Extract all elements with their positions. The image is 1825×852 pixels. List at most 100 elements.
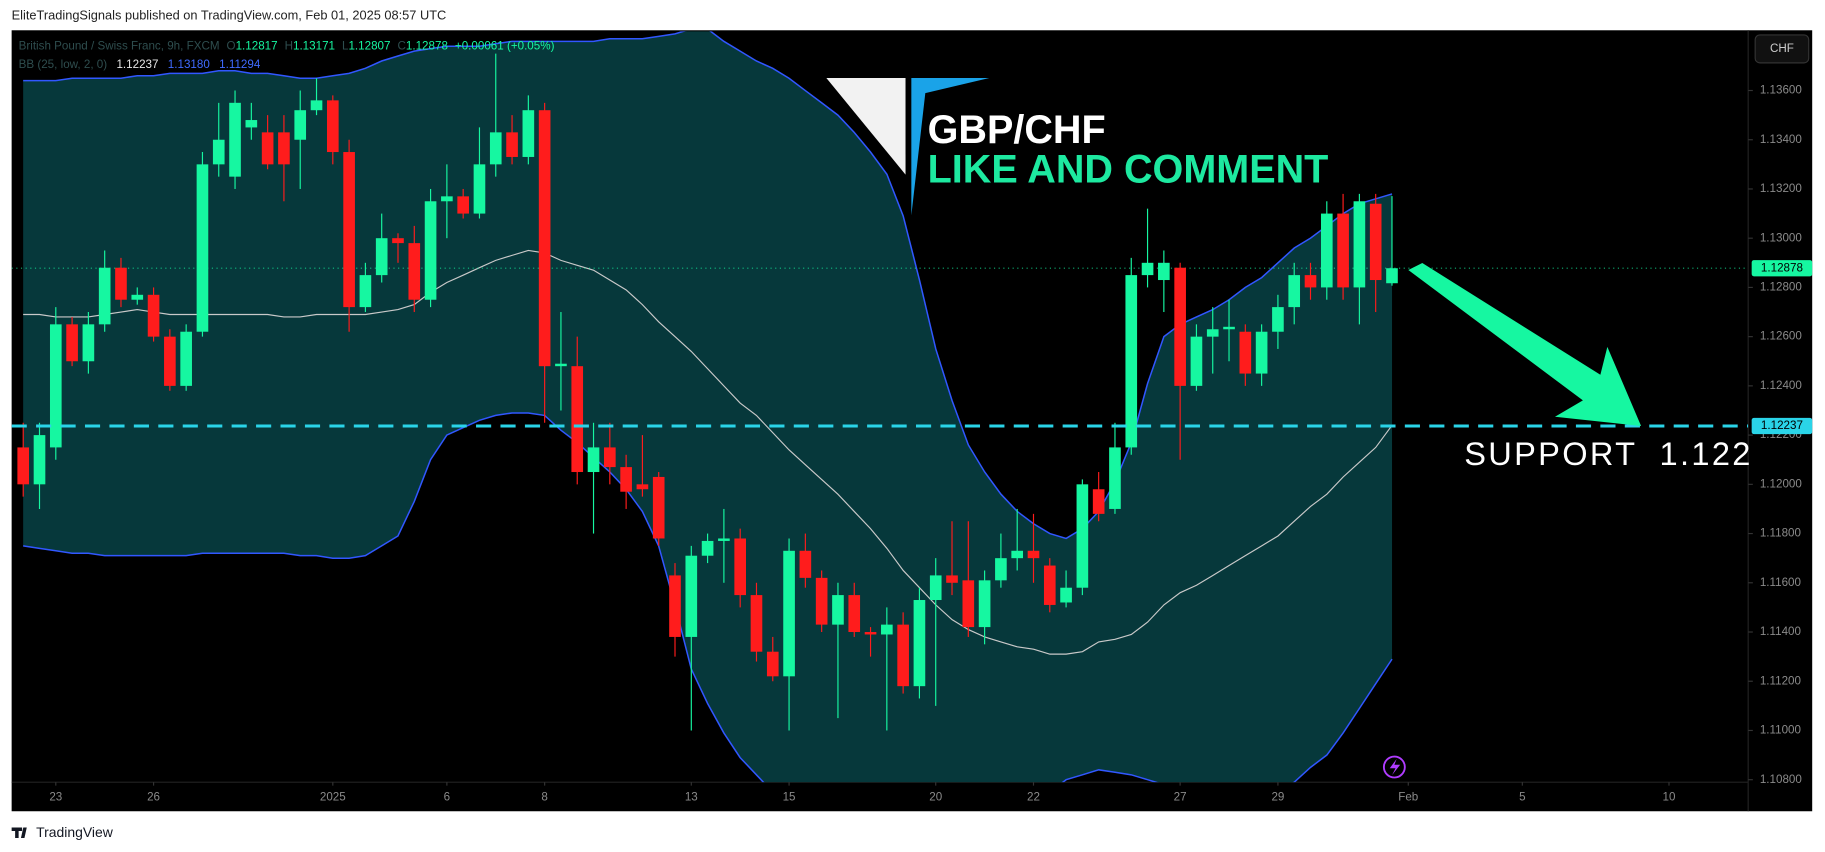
x-tick-label: 2025 xyxy=(320,790,346,803)
candle-body xyxy=(392,238,404,244)
band-basis xyxy=(23,249,1393,655)
candle-body xyxy=(457,196,469,214)
x-tick-label: 27 xyxy=(1174,790,1187,803)
candle-body xyxy=(978,580,991,628)
candle-body xyxy=(98,267,111,325)
candle-body xyxy=(538,110,551,367)
x-tick-label: 8 xyxy=(541,790,547,803)
candle-body xyxy=(1386,268,1398,284)
candle-body xyxy=(115,267,127,300)
candle-body xyxy=(82,324,95,362)
candle-body xyxy=(294,110,307,140)
candle-body xyxy=(1353,201,1366,288)
replay-icon[interactable] xyxy=(1382,755,1406,779)
currency-label[interactable]: CHF xyxy=(1770,42,1794,55)
bb-upper-value: 1.13180 xyxy=(168,58,211,71)
candle-body xyxy=(1320,213,1333,288)
candle-body xyxy=(1255,331,1268,374)
candle-body xyxy=(131,294,144,300)
candle-body xyxy=(66,324,78,362)
candle-body xyxy=(1190,336,1203,386)
candle-body xyxy=(408,243,421,300)
support-price-box xyxy=(1751,417,1813,435)
y-tick-label: 1.13200 xyxy=(1760,182,1803,195)
candle-body xyxy=(1369,203,1382,281)
candle-body xyxy=(164,336,176,386)
ohlc-key: H xyxy=(285,40,293,53)
candle-body xyxy=(734,538,747,596)
candle-body xyxy=(1337,213,1349,288)
candle-body xyxy=(359,275,372,308)
ohlc-value: 1.13171 xyxy=(293,40,335,53)
y-tick-label: 1.10800 xyxy=(1760,773,1803,786)
support-annotation: SUPPORT 1.122 xyxy=(1464,436,1753,472)
candle-body xyxy=(766,651,779,677)
candle-body xyxy=(1223,326,1235,330)
x-tick-label: 10 xyxy=(1663,790,1676,803)
last-price-box xyxy=(1751,260,1813,277)
candle-body xyxy=(571,366,584,473)
candle-body xyxy=(17,447,30,485)
candle-body xyxy=(229,102,241,177)
candle-body xyxy=(1206,329,1219,337)
candle-body xyxy=(310,100,323,111)
overlay: 1.10800 1.11000 1.11200 1.11400 1.11600 1.118… xyxy=(49,84,1813,803)
candle-body xyxy=(473,164,486,214)
candle-body xyxy=(783,550,795,677)
x-tick-label: 6 xyxy=(444,790,450,803)
ohlc-change: +0.00061 (+0.05%) xyxy=(455,40,555,53)
publisher-line: EliteTradingSignals published on Trading… xyxy=(12,8,447,23)
y-tick-label: 1.12600 xyxy=(1760,330,1803,343)
legend-line-1: British Pound / Swiss Franc, 9h, FXCM O1.… xyxy=(19,40,555,53)
x-tick-label: 29 xyxy=(1271,790,1284,803)
x-tick-label: 26 xyxy=(147,790,160,803)
ohlc-value: 1.12878 xyxy=(406,40,448,53)
tradingview-logo xyxy=(11,827,27,839)
candle-body xyxy=(881,624,893,635)
arrow xyxy=(1408,263,1642,426)
candle-body xyxy=(522,110,535,157)
bb-lower-value: 1.11294 xyxy=(219,58,261,71)
ohlc-value: 1.12807 xyxy=(348,40,390,53)
candle-body xyxy=(669,575,681,637)
candle-body xyxy=(946,575,958,583)
candle-body xyxy=(897,624,909,687)
candle-body xyxy=(815,577,828,625)
ohlc-key: O xyxy=(227,40,236,53)
candle-body xyxy=(196,164,209,332)
candle-body xyxy=(848,595,861,633)
candle-body xyxy=(1158,262,1170,281)
candle-body xyxy=(343,152,355,308)
candle-body xyxy=(1304,275,1317,288)
candle-body xyxy=(832,595,844,625)
candle-body xyxy=(864,632,877,635)
bb-basis-value: 1.12237 xyxy=(116,58,158,71)
y-tick-label: 1.13000 xyxy=(1760,231,1803,244)
ohlc-key: C xyxy=(397,40,405,53)
logo xyxy=(826,77,990,216)
x-tick-label: 13 xyxy=(685,790,698,803)
candle-body xyxy=(49,324,62,448)
candle-body xyxy=(212,139,225,165)
plot-area xyxy=(11,31,1749,783)
ohlc-key: L xyxy=(342,40,349,53)
candle-body xyxy=(33,435,46,485)
candle-body xyxy=(962,580,975,628)
x-tick-label: 23 xyxy=(49,790,62,803)
candle-body xyxy=(1141,262,1154,276)
candle-body xyxy=(620,467,632,492)
candle-body xyxy=(604,447,616,468)
band-upper xyxy=(23,31,1393,540)
currency-button[interactable] xyxy=(1754,34,1810,64)
y-tick-label: 1.12800 xyxy=(1760,280,1803,293)
candle-body xyxy=(929,575,942,601)
candle-body xyxy=(995,558,1007,581)
band-lower xyxy=(23,412,1393,783)
candle-body xyxy=(489,132,502,165)
candle-body xyxy=(701,540,714,556)
x-tick-label: Feb xyxy=(1398,790,1418,803)
y-tick-label: 1.12000 xyxy=(1760,477,1803,490)
candle-body xyxy=(375,238,388,276)
candle-body xyxy=(326,100,339,153)
candle-body xyxy=(685,555,698,637)
